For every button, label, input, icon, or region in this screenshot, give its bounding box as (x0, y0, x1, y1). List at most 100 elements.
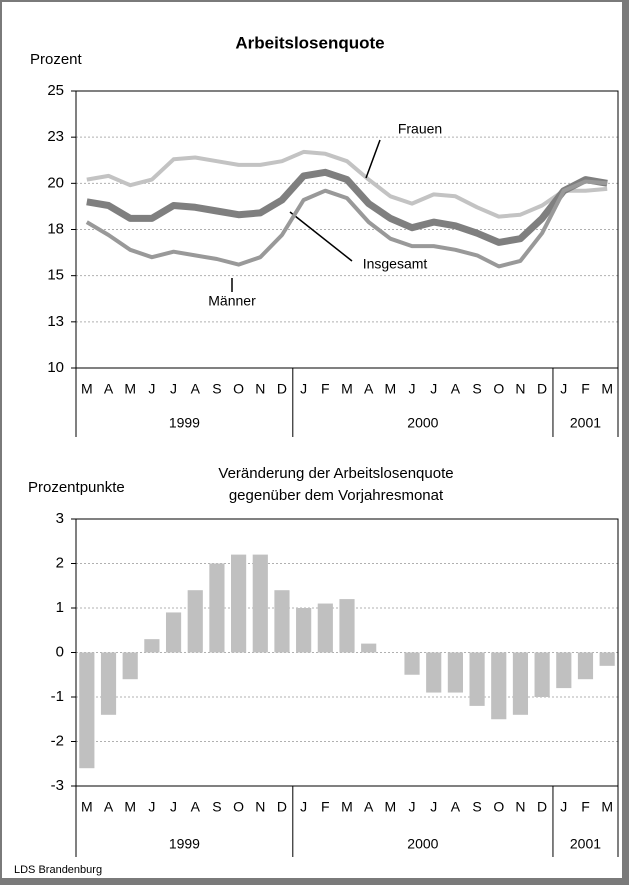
x-group-label: 1999 (169, 836, 200, 852)
series-line (86, 149, 608, 219)
x-tick-label: A (364, 381, 374, 397)
x-group-label: 1999 (169, 415, 200, 431)
x-group-label: 2001 (570, 415, 601, 431)
x-tick-label: A (191, 799, 201, 815)
y-tick-label: -1 (51, 688, 64, 705)
x-tick-label: O (493, 381, 504, 397)
x-tick-label: S (472, 799, 481, 815)
bar (144, 639, 160, 653)
x-tick-label: A (451, 799, 461, 815)
x-tick-label: J (148, 799, 155, 815)
x-tick-label: D (537, 799, 547, 815)
y-tick-label: 0 (56, 643, 64, 660)
bar (577, 652, 594, 680)
x-tick-label: J (409, 381, 416, 397)
x-tick-label: N (255, 799, 265, 815)
x-tick-label: A (364, 799, 374, 815)
bar (252, 554, 268, 653)
bar (187, 590, 203, 653)
y-tick-label: 15 (47, 267, 64, 284)
bar (556, 652, 572, 689)
bar (534, 652, 550, 697)
x-tick-label: A (104, 381, 114, 397)
x-tick-label: F (321, 799, 330, 815)
x-tick-label: F (321, 381, 330, 397)
x-tick-label: M (601, 799, 613, 815)
chart-title: gegenüber dem Vorjahresmonat (229, 487, 444, 504)
x-tick-label: J (560, 381, 567, 397)
y-tick-label: 23 (47, 128, 64, 145)
x-tick-label: N (515, 799, 525, 815)
y-tick-label: 3 (56, 510, 64, 527)
x-tick-label: N (255, 381, 265, 397)
bar (100, 652, 117, 715)
bar (317, 603, 333, 653)
x-tick-label: S (212, 799, 221, 815)
bar (339, 599, 355, 653)
bar (122, 652, 138, 680)
y-axis-label: Prozent (30, 51, 83, 68)
bar (209, 563, 225, 653)
annotation-leader (289, 211, 353, 262)
plot-area (75, 518, 619, 787)
x-tick-label: N (515, 381, 525, 397)
bar (165, 612, 182, 653)
bar (79, 652, 95, 769)
y-tick-label: 13 (47, 313, 64, 330)
y-tick-label: 25 (47, 82, 64, 99)
x-tick-label: J (430, 381, 437, 397)
x-tick-label: F (581, 799, 590, 815)
x-tick-label: O (233, 799, 244, 815)
y-axis-label: Prozentpunkte (28, 479, 125, 496)
x-tick-label: J (430, 799, 437, 815)
x-tick-label: J (409, 799, 416, 815)
source: LDS Brandenburg (14, 864, 102, 876)
x-tick-label: A (451, 381, 461, 397)
x-tick-label: S (472, 381, 481, 397)
x-tick-label: M (341, 381, 353, 397)
y-tick-label: 10 (47, 359, 64, 376)
series-label: Insgesamt (363, 256, 428, 272)
bar (447, 652, 463, 693)
x-group-label: 2000 (407, 836, 438, 852)
x-tick-label: O (233, 381, 244, 397)
x-tick-label: M (124, 381, 136, 397)
x-tick-label: A (104, 799, 114, 815)
x-tick-label: A (191, 381, 201, 397)
bar (296, 608, 312, 653)
bar (274, 590, 290, 653)
y-tick-label: -2 (51, 732, 64, 749)
x-tick-label: S (212, 381, 221, 397)
x-tick-label: J (170, 381, 177, 397)
x-tick-label: M (601, 381, 613, 397)
bar (426, 652, 442, 693)
x-tick-label: M (385, 381, 397, 397)
panel (2, 2, 622, 878)
bar (361, 643, 377, 653)
x-group-label: 2001 (570, 836, 601, 852)
x-tick-label: D (537, 381, 547, 397)
y-tick-label: 2 (56, 554, 64, 571)
chart-title: Arbeitslosenquote (235, 33, 384, 52)
x-group-label: 2000 (407, 415, 438, 431)
series-label: Männer (208, 293, 256, 309)
chart-title: Veränderung der Arbeitslosenquote (218, 465, 453, 482)
x-tick-label: J (300, 799, 307, 815)
x-tick-label: J (300, 381, 307, 397)
x-tick-label: O (493, 799, 504, 815)
x-tick-label: M (81, 799, 93, 815)
x-tick-label: J (170, 799, 177, 815)
bar (512, 652, 529, 715)
x-tick-label: J (148, 381, 155, 397)
series-label: Frauen (398, 121, 442, 137)
x-tick-label: J (560, 799, 567, 815)
x-tick-label: M (81, 381, 93, 397)
x-tick-label: M (385, 799, 397, 815)
bar (404, 652, 420, 675)
y-tick-label: 18 (47, 220, 64, 237)
x-tick-label: D (277, 381, 287, 397)
series-line (85, 179, 608, 269)
y-tick-label: 1 (56, 599, 64, 616)
